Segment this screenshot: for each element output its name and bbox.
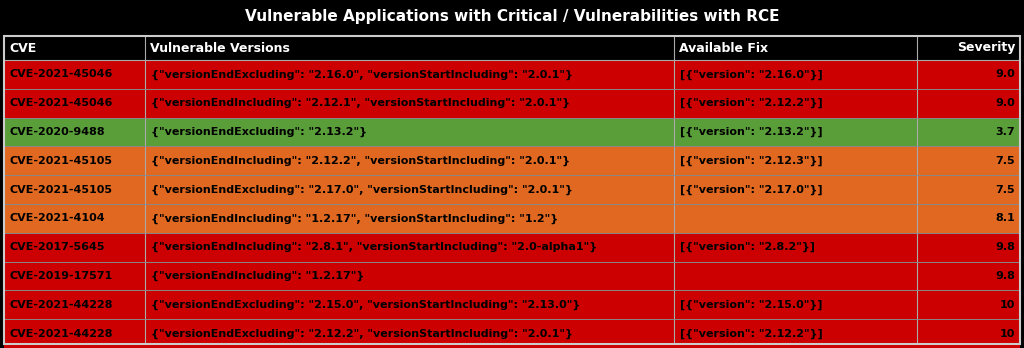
Bar: [918, 36, 1020, 60]
Text: [{"version": "2.13.2"}]: [{"version": "2.13.2"}]: [680, 127, 822, 137]
Bar: [674, 36, 918, 60]
Text: CVE-2021-4104: CVE-2021-4104: [10, 213, 105, 223]
Text: {"versionEndExcluding": "2.16.0", "versionStartIncluding": "2.0.1"}: {"versionEndExcluding": "2.16.0", "versi…: [152, 69, 573, 80]
Bar: [4, 290, 1020, 319]
Text: CVE: CVE: [9, 41, 36, 55]
Bar: [4, 118, 1020, 147]
Bar: [4, 89, 1020, 118]
Bar: [4, 319, 1020, 348]
Text: {"versionEndExcluding": "2.13.2"}: {"versionEndExcluding": "2.13.2"}: [152, 127, 368, 137]
Text: 9.8: 9.8: [995, 242, 1015, 252]
Text: Vulnerable Applications with Critical / Vulnerabilities with RCE: Vulnerable Applications with Critical / …: [245, 8, 779, 24]
Bar: [4, 60, 1020, 89]
Text: CVE-2020-9488: CVE-2020-9488: [10, 127, 105, 137]
Text: [{"version": "2.12.3"}]: [{"version": "2.12.3"}]: [680, 156, 822, 166]
Text: 10: 10: [999, 300, 1015, 310]
Text: {"versionEndIncluding": "2.8.1", "versionStartIncluding": "2.0-alpha1"}: {"versionEndIncluding": "2.8.1", "versio…: [152, 242, 598, 252]
Text: CVE-2017-5645: CVE-2017-5645: [10, 242, 105, 252]
Text: {"versionEndIncluding": "1.2.17", "versionStartIncluding": "1.2"}: {"versionEndIncluding": "1.2.17", "versi…: [152, 213, 558, 223]
Text: 3.7: 3.7: [995, 127, 1015, 137]
Text: 7.5: 7.5: [995, 184, 1015, 195]
Text: CVE-2021-45046: CVE-2021-45046: [10, 69, 114, 79]
Text: CVE-2021-44228: CVE-2021-44228: [10, 300, 114, 310]
Text: CVE-2021-45105: CVE-2021-45105: [10, 184, 113, 195]
Bar: [0, 0, 1024, 32]
Text: CVE-2021-44228: CVE-2021-44228: [10, 329, 114, 339]
Text: CVE-2019-17571: CVE-2019-17571: [10, 271, 114, 281]
Bar: [4, 175, 1020, 204]
Text: CVE-2021-45046: CVE-2021-45046: [10, 98, 114, 108]
Text: Severity: Severity: [956, 41, 1015, 55]
Text: {"versionEndExcluding": "2.15.0", "versionStartIncluding": "2.13.0"}: {"versionEndExcluding": "2.15.0", "versi…: [152, 300, 581, 310]
Text: [{"version": "2.16.0"}]: [{"version": "2.16.0"}]: [680, 69, 822, 80]
Text: CVE-2021-45105: CVE-2021-45105: [10, 156, 113, 166]
Text: {"versionEndExcluding": "2.17.0", "versionStartIncluding": "2.0.1"}: {"versionEndExcluding": "2.17.0", "versi…: [152, 184, 573, 195]
Bar: [4, 262, 1020, 290]
Text: 8.1: 8.1: [995, 213, 1015, 223]
Text: 9.0: 9.0: [995, 69, 1015, 79]
Text: [{"version": "2.12.2"}]: [{"version": "2.12.2"}]: [680, 329, 822, 339]
Text: 9.0: 9.0: [995, 98, 1015, 108]
Text: {"versionEndIncluding": "2.12.1", "versionStartIncluding": "2.0.1"}: {"versionEndIncluding": "2.12.1", "versi…: [152, 98, 570, 108]
Text: 7.5: 7.5: [995, 156, 1015, 166]
Bar: [4, 233, 1020, 262]
Bar: [4, 147, 1020, 175]
Text: [{"version": "2.12.2"}]: [{"version": "2.12.2"}]: [680, 98, 822, 108]
Text: [{"version": "2.17.0"}]: [{"version": "2.17.0"}]: [680, 184, 822, 195]
Text: {"versionEndIncluding": "1.2.17"}: {"versionEndIncluding": "1.2.17"}: [152, 271, 365, 281]
Text: [{"version": "2.8.2"}]: [{"version": "2.8.2"}]: [680, 242, 815, 252]
Text: Vulnerable Versions: Vulnerable Versions: [151, 41, 290, 55]
Text: [{"version": "2.15.0"}]: [{"version": "2.15.0"}]: [680, 300, 822, 310]
Text: Available Fix: Available Fix: [679, 41, 768, 55]
Text: 9.8: 9.8: [995, 271, 1015, 281]
Text: {"versionEndIncluding": "2.12.2", "versionStartIncluding": "2.0.1"}: {"versionEndIncluding": "2.12.2", "versi…: [152, 156, 570, 166]
Text: {"versionEndExcluding": "2.12.2", "versionStartIncluding": "2.0.1"}: {"versionEndExcluding": "2.12.2", "versi…: [152, 329, 573, 339]
Text: 10: 10: [999, 329, 1015, 339]
Bar: [145, 36, 674, 60]
Bar: [4, 204, 1020, 233]
Bar: [4, 36, 145, 60]
Bar: [4, 36, 1020, 344]
